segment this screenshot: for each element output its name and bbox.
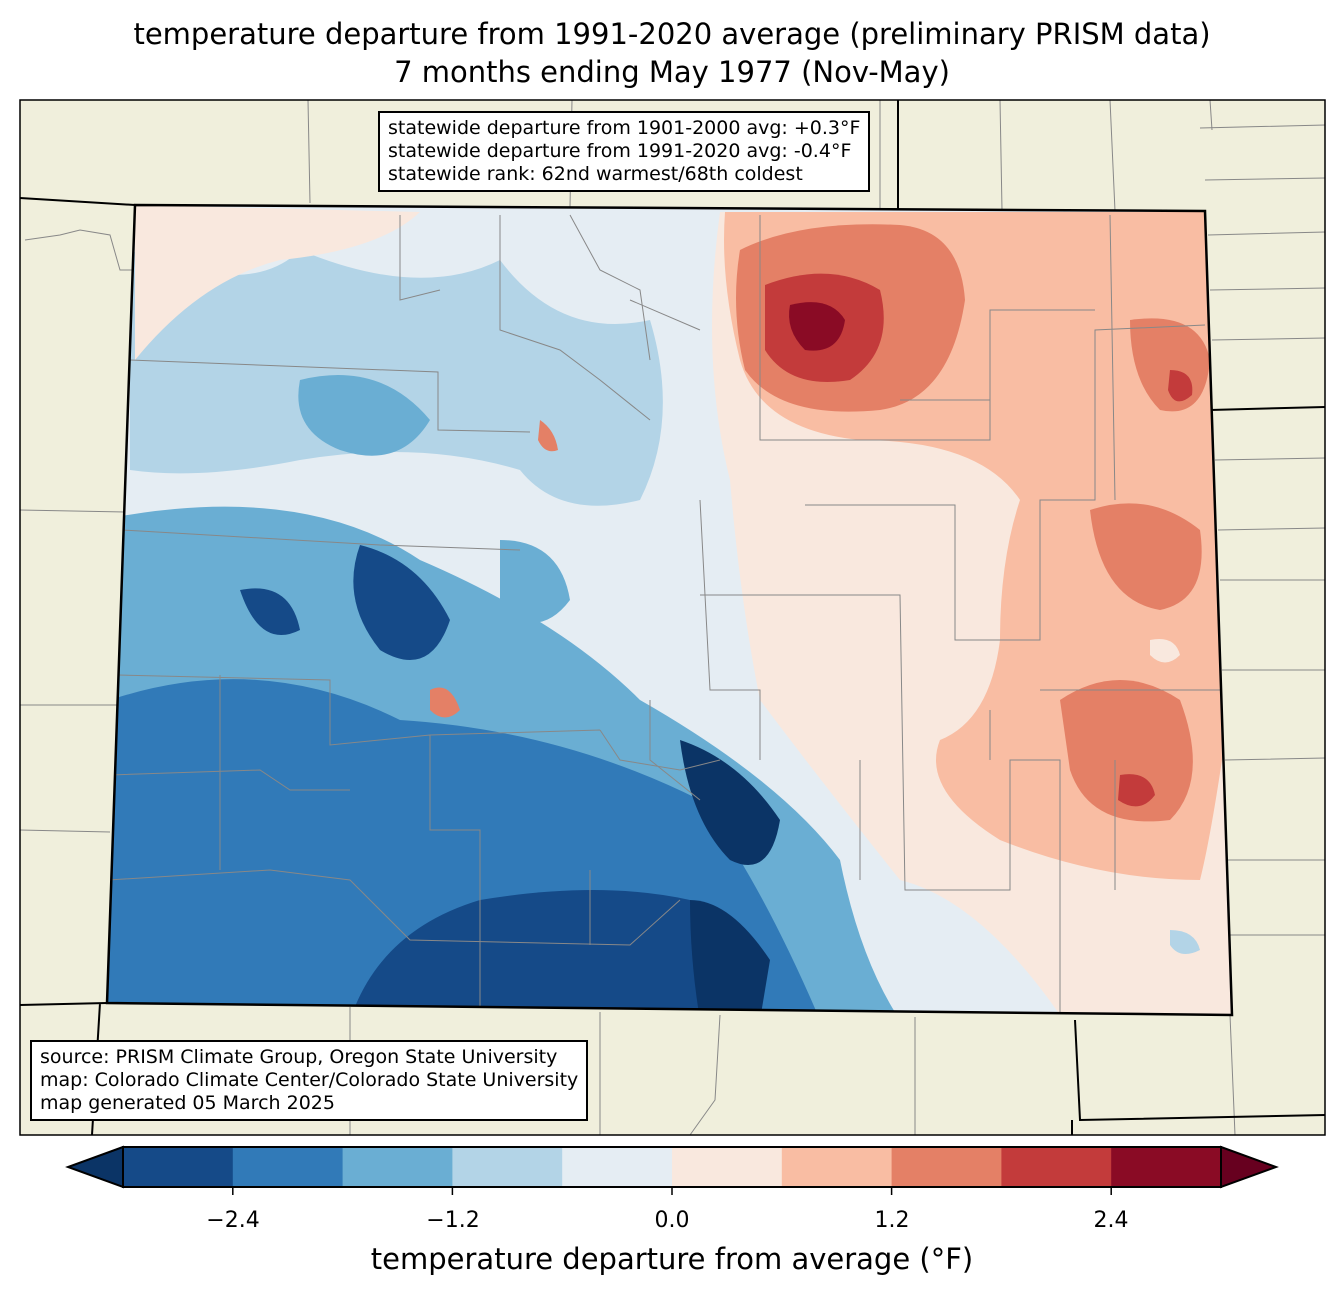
stat-line-rank: statewide rank: 62nd warmest/68th coldes…: [388, 163, 803, 185]
temperature-field: [107, 205, 1232, 1015]
stat-line-1901-2000: statewide departure from 1901-2000 avg: …: [388, 117, 861, 139]
credit-source: source: PRISM Climate Group, Oregon Stat…: [40, 1046, 558, 1068]
colorbar-segment: [1001, 1147, 1112, 1187]
statewide-stats-box: statewide departure from 1901-2000 avg: …: [378, 111, 871, 192]
colorbar-under-arrow: [65, 1145, 124, 1189]
map-title: temperature departure from 1991-2020 ave…: [133, 17, 1211, 51]
map-subtitle: 7 months ending May 1977 (Nov-May): [394, 55, 950, 89]
colorbar-tick-label: 2.4: [1093, 1208, 1129, 1233]
neighbor-county-lines: [19, 99, 1326, 1136]
neighbor-state-lines: [19, 100, 1326, 1136]
colorbar: [65, 1145, 1279, 1195]
colorbar-segment: [781, 1147, 893, 1187]
colorbar-over-arrow: [1220, 1145, 1279, 1189]
stat-line-1991-2020: statewide departure from 1991-2020 avg: …: [388, 140, 852, 162]
colorbar-segment: [123, 1147, 234, 1187]
colorbar-segment: [891, 1147, 1002, 1187]
colorbar-tick-label: −1.2: [426, 1208, 480, 1233]
map-frame: [19, 99, 1326, 1136]
colorbar-label: temperature departure from average (°F): [370, 1242, 974, 1276]
colorbar-segment: [1111, 1147, 1222, 1187]
colorbar-segment: [342, 1147, 453, 1187]
colorbar-segment: [672, 1147, 783, 1187]
credit-map: map: Colorado Climate Center/Colorado St…: [40, 1069, 579, 1091]
colorado-border: [105, 203, 1234, 1017]
colorbar-segment: [452, 1147, 563, 1187]
colorbar-tick-label: 0.0: [654, 1208, 690, 1233]
credit-generated: map generated 05 March 2025: [40, 1092, 335, 1114]
colorbar-segment: [232, 1147, 344, 1187]
colorbar-segment: [562, 1147, 673, 1187]
colorbar-tick-label: 1.2: [874, 1208, 910, 1233]
credits-box: source: PRISM Climate Group, Oregon Stat…: [30, 1040, 589, 1121]
colorbar-tick-label: −2.4: [206, 1208, 260, 1233]
